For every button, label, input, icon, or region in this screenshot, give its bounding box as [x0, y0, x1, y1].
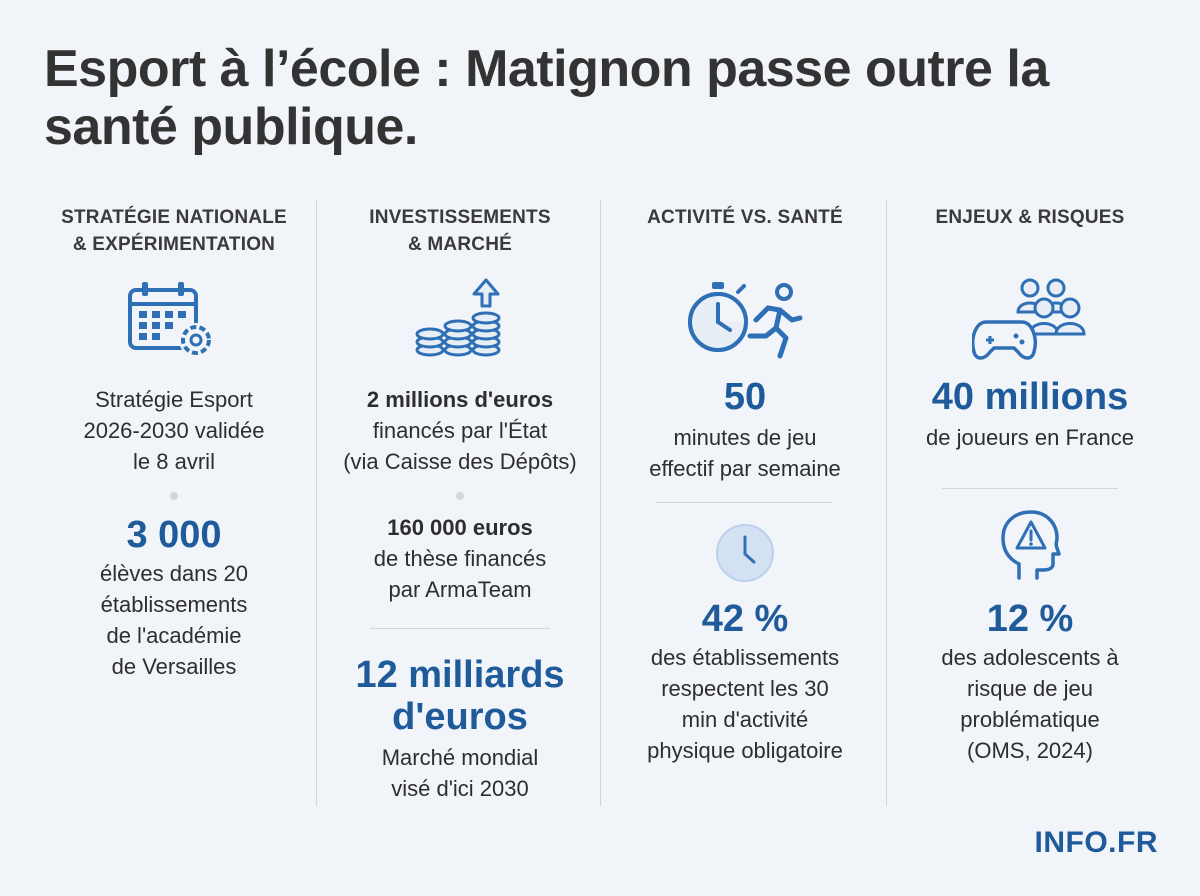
- clock-icon: [716, 524, 774, 582]
- column-divider: [600, 200, 601, 806]
- column-divider: [886, 200, 887, 806]
- stopwatch-runner-icon: [688, 282, 803, 359]
- divider: [370, 628, 550, 629]
- column-heading: ACTIVITÉ VS. SANTÉ: [647, 207, 843, 228]
- stat-description: Marché mondial visé d'ici 2030: [381, 745, 539, 801]
- stat-description: des établissements respectent les 30 min…: [647, 645, 843, 763]
- stat-value: 12 milliards d'euros: [355, 654, 565, 738]
- controller-crowd-icon: [972, 278, 1086, 360]
- amount-thesis-description: de thèse financés par ArmaTeam: [373, 546, 547, 602]
- coins-growth-icon: [415, 278, 501, 357]
- column-activite: ACTIVITÉ VS. SANTÉ 50 minutes de jeu eff…: [602, 196, 888, 806]
- stat-description: des adolescents à risque de jeu probléma…: [941, 645, 1119, 763]
- stat-value: 40 millions: [931, 376, 1129, 418]
- page-title: Esport à l’école : Matignon passe outre …: [44, 40, 1049, 156]
- stat-value: 42 %: [701, 598, 789, 640]
- stat-description: de joueurs en France: [926, 425, 1134, 450]
- strategy-text: Stratégie Esport 2026-2030 validée le 8 …: [83, 387, 265, 474]
- column-divider: [316, 200, 317, 806]
- divider: [656, 502, 832, 503]
- amount-state-description: financés par l'État (via Caisse des Dépô…: [343, 418, 577, 474]
- stat-value: 3 000: [126, 514, 222, 556]
- separator-dot: [456, 492, 464, 500]
- separator-dot: [170, 492, 178, 500]
- amount-state: 2 millions d'euros: [366, 387, 554, 412]
- column-strategie: STRATÉGIE NATIONALE & EXPÉRIMENTATION St…: [30, 196, 318, 806]
- calendar-gear-icon: [128, 282, 213, 357]
- amount-thesis: 160 000 euros: [387, 515, 533, 540]
- head-warning-icon: [1001, 510, 1061, 580]
- column-heading: ENJEUX & RISQUES: [935, 207, 1125, 228]
- column-heading: INVESTISSEMENTS & MARCHÉ: [369, 207, 551, 255]
- column-investissements: INVESTISSEMENTS & MARCHÉ 2 millions d'eu…: [318, 196, 602, 806]
- brand-logo: INFO.FR: [1034, 826, 1158, 859]
- stat-value: 12 %: [986, 598, 1074, 640]
- column-enjeux: ENJEUX & RISQUES 40 millions de joueurs …: [888, 196, 1172, 806]
- column-heading: STRATÉGIE NATIONALE & EXPÉRIMENTATION: [61, 207, 287, 255]
- stat-description: élèves dans 20 établissements de l'acadé…: [100, 561, 248, 679]
- stat-description: minutes de jeu effectif par semaine: [649, 425, 841, 481]
- divider: [942, 488, 1118, 489]
- stat-value: 50: [723, 376, 767, 418]
